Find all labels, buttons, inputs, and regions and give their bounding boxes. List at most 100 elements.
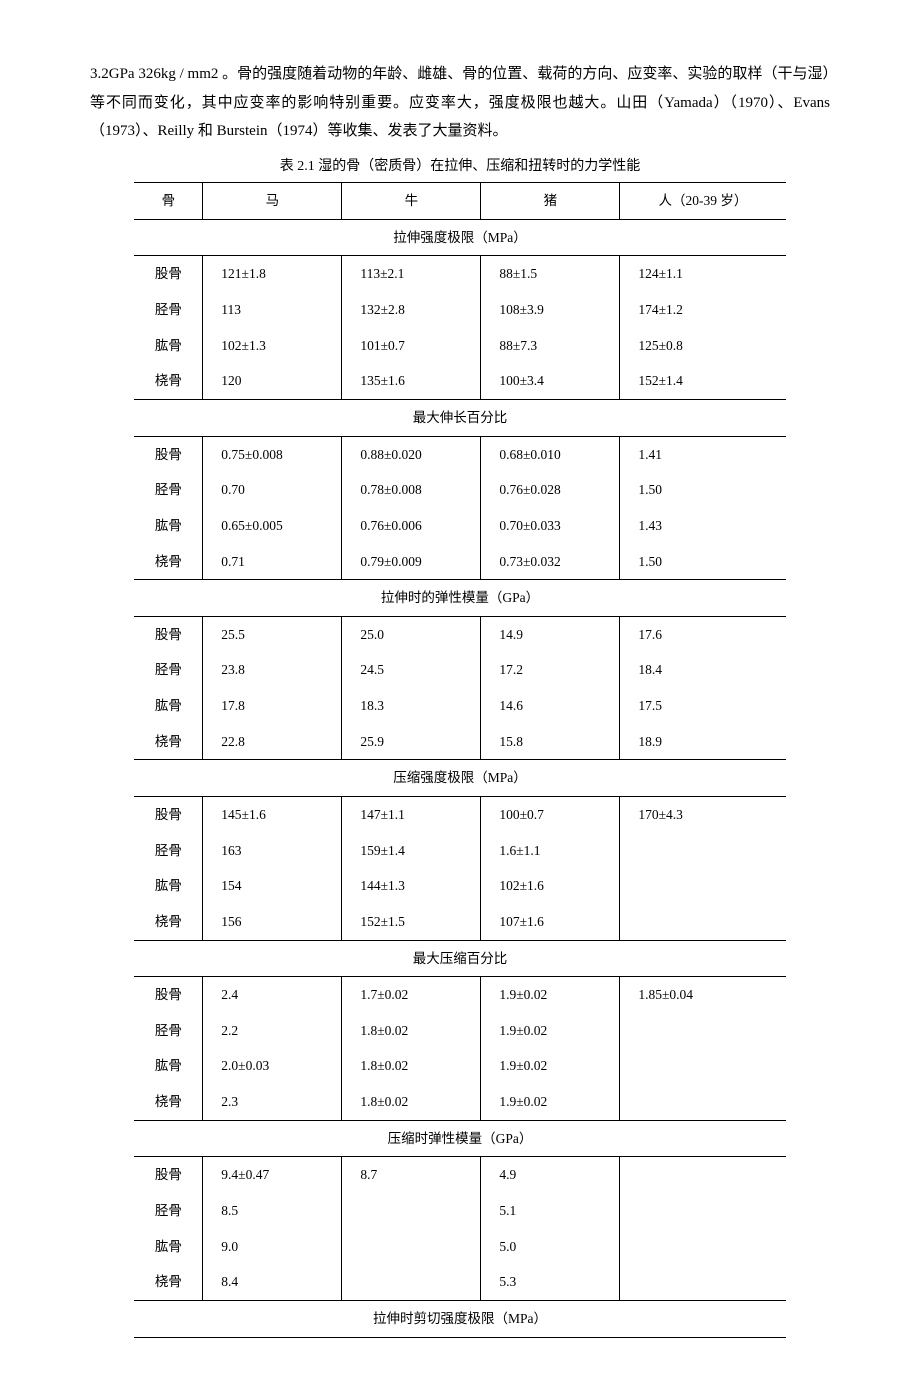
table-cell: 肱骨 [134, 328, 202, 364]
table-cell: 25.9 [342, 724, 481, 760]
table-row: 肱骨0.65±0.0050.76±0.0060.70±0.0331.43 [134, 508, 785, 544]
table-cell: 124±1.1 [620, 256, 786, 292]
table-row: 桡骨22.825.915.818.9 [134, 724, 785, 760]
table-row: 肱骨154144±1.3102±1.6 [134, 868, 785, 904]
table-cell: 0.75±0.008 [203, 436, 342, 472]
table-cell: 肱骨 [134, 508, 202, 544]
table-cell [620, 1193, 786, 1229]
table-row: 胫骨2.21.8±0.021.9±0.02 [134, 1013, 785, 1049]
table-cell: 胫骨 [134, 472, 202, 508]
section-header-row: 最大压缩百分比 [134, 940, 785, 977]
table-cell: 0.70 [203, 472, 342, 508]
table-row: 股骨25.525.014.917.6 [134, 616, 785, 652]
col-horse: 马 [203, 183, 342, 220]
section-title: 压缩时弹性模量（GPa） [134, 1120, 785, 1157]
table-cell [620, 904, 786, 940]
table-cell: 0.70±0.033 [481, 508, 620, 544]
table-cell: 1.8±0.02 [342, 1084, 481, 1120]
table-row: 桡骨156152±1.5107±1.6 [134, 904, 785, 940]
table-cell: 股骨 [134, 1157, 202, 1193]
table-cell: 8.5 [203, 1193, 342, 1229]
section-title: 拉伸时的弹性模量（GPa） [134, 580, 785, 617]
table-row: 股骨121±1.8113±2.188±1.5124±1.1 [134, 256, 785, 292]
table-cell: 胫骨 [134, 1013, 202, 1049]
table-cell: 8.4 [203, 1264, 342, 1300]
table-cell: 159±1.4 [342, 833, 481, 869]
table-cell [342, 1193, 481, 1229]
table-cell: 胫骨 [134, 1193, 202, 1229]
table-cell: 0.73±0.032 [481, 544, 620, 580]
table-cell: 135±1.6 [342, 363, 481, 399]
table-cell: 4.9 [481, 1157, 620, 1193]
table-cell [620, 1048, 786, 1084]
table-cell: 101±0.7 [342, 328, 481, 364]
table-cell: 113±2.1 [342, 256, 481, 292]
table-cell: 18.9 [620, 724, 786, 760]
section-title: 压缩强度极限（MPa） [134, 760, 785, 797]
table-cell: 144±1.3 [342, 868, 481, 904]
table-cell: 1.85±0.04 [620, 977, 786, 1013]
table-cell: 170±4.3 [620, 796, 786, 832]
table-caption: 表 2.1 湿的骨（密质骨）在拉伸、压缩和扭转时的力学性能 [90, 154, 830, 181]
section-header-row: 压缩强度极限（MPa） [134, 760, 785, 797]
table-cell: 5.3 [481, 1264, 620, 1300]
table-cell: 14.6 [481, 688, 620, 724]
table-cell: 0.76±0.028 [481, 472, 620, 508]
table-cell: 0.71 [203, 544, 342, 580]
table-cell: 桡骨 [134, 1264, 202, 1300]
table-cell: 股骨 [134, 436, 202, 472]
table-cell [620, 1229, 786, 1265]
table-cell: 1.8±0.02 [342, 1013, 481, 1049]
table-cell: 132±2.8 [342, 292, 481, 328]
table-cell: 胫骨 [134, 652, 202, 688]
table-cell: 1.9±0.02 [481, 1084, 620, 1120]
table-cell: 2.3 [203, 1084, 342, 1120]
col-cow: 牛 [342, 183, 481, 220]
section-title: 最大压缩百分比 [134, 940, 785, 977]
table-cell: 152±1.5 [342, 904, 481, 940]
table-cell [620, 1157, 786, 1193]
table-cell: 154 [203, 868, 342, 904]
table-cell: 1.43 [620, 508, 786, 544]
section-title: 拉伸强度极限（MPa） [134, 219, 785, 256]
table-cell: 1.6±1.1 [481, 833, 620, 869]
table-cell: 1.41 [620, 436, 786, 472]
table-cell: 8.7 [342, 1157, 481, 1193]
table-cell: 2.2 [203, 1013, 342, 1049]
table-cell: 1.50 [620, 472, 786, 508]
table-cell: 9.4±0.47 [203, 1157, 342, 1193]
table-cell: 1.9±0.02 [481, 1048, 620, 1084]
table-cell: 107±1.6 [481, 904, 620, 940]
table-cell: 102±1.6 [481, 868, 620, 904]
table-cell: 25.0 [342, 616, 481, 652]
table-cell: 股骨 [134, 616, 202, 652]
table-cell: 17.5 [620, 688, 786, 724]
table-cell: 股骨 [134, 977, 202, 1013]
table-cell: 9.0 [203, 1229, 342, 1265]
table-cell: 桡骨 [134, 544, 202, 580]
table-cell: 108±3.9 [481, 292, 620, 328]
table-cell: 156 [203, 904, 342, 940]
table-cell: 113 [203, 292, 342, 328]
table-cell: 24.5 [342, 652, 481, 688]
table-cell: 25.5 [203, 616, 342, 652]
table-cell: 163 [203, 833, 342, 869]
table-row: 胫骨8.55.1 [134, 1193, 785, 1229]
section-header-row: 最大伸长百分比 [134, 399, 785, 436]
table-cell: 88±1.5 [481, 256, 620, 292]
table-row: 桡骨0.710.79±0.0090.73±0.0321.50 [134, 544, 785, 580]
intro-paragraph: 3.2GPa 326kg / mm2 。骨的强度随着动物的年龄、雌雄、骨的位置、… [90, 60, 830, 146]
table-row: 桡骨8.4 5.3 [134, 1264, 785, 1300]
table-row: 股骨2.41.7±0.021.9±0.021.85±0.04 [134, 977, 785, 1013]
table-cell: 147±1.1 [342, 796, 481, 832]
table-cell: 17.8 [203, 688, 342, 724]
table-cell: 18.3 [342, 688, 481, 724]
table-cell: 1.8±0.02 [342, 1048, 481, 1084]
col-bone: 骨 [134, 183, 202, 220]
table-cell: 胫骨 [134, 833, 202, 869]
section-header-row: 拉伸强度极限（MPa） [134, 219, 785, 256]
table-row: 胫骨0.700.78±0.0080.76±0.0281.50 [134, 472, 785, 508]
table-row: 桡骨2.31.8±0.021.9±0.02 [134, 1084, 785, 1120]
table-row: 肱骨2.0±0.031.8±0.021.9±0.02 [134, 1048, 785, 1084]
table-cell: 0.68±0.010 [481, 436, 620, 472]
